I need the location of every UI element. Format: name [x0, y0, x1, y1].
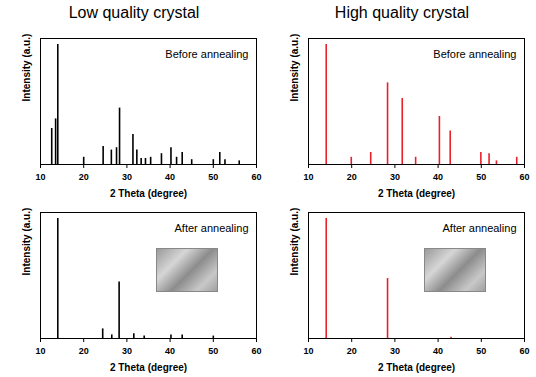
svg-text:40: 40: [433, 346, 443, 356]
svg-text:40: 40: [433, 172, 443, 182]
svg-text:20: 20: [79, 172, 89, 182]
svg-text:30: 30: [390, 172, 400, 182]
svg-text:20: 20: [347, 346, 357, 356]
html-text:Low quality crystal: Low quality crystal: [68, 4, 200, 21]
svg-text:Before annealing: Before annealing: [433, 48, 516, 60]
svg-text:20: 20: [347, 172, 357, 182]
svg-text:30: 30: [122, 346, 132, 356]
svg-text:10: 10: [303, 172, 313, 182]
svg-text:50: 50: [476, 172, 486, 182]
svg-text:Intensity (a.u.): Intensity (a.u.): [289, 208, 300, 276]
svg-text:Before annealing: Before annealing: [165, 48, 248, 60]
html-text:High quality crystal: High quality crystal: [334, 4, 470, 21]
svg-text:After annealing: After annealing: [175, 222, 249, 234]
svg-text:2 Theta (degree): 2 Theta (degree): [378, 188, 455, 199]
svg-text:After annealing: After annealing: [443, 222, 517, 234]
svg-text:2 Theta (degree): 2 Theta (degree): [110, 362, 187, 373]
svg-text:2 Theta (degree): 2 Theta (degree): [378, 362, 455, 373]
svg-text:50: 50: [208, 172, 218, 182]
svg-text:60: 60: [251, 172, 261, 182]
svg-text:50: 50: [208, 346, 218, 356]
svg-text:10: 10: [35, 346, 45, 356]
svg-text:40: 40: [165, 172, 175, 182]
svg-text:50: 50: [476, 346, 486, 356]
svg-text:Intensity (a.u.): Intensity (a.u.): [21, 34, 32, 102]
svg-text:60: 60: [251, 346, 261, 356]
svg-text:Intensity (a.u.): Intensity (a.u.): [289, 34, 300, 102]
svg-text:2 Theta (degree): 2 Theta (degree): [110, 188, 187, 199]
svg-text:10: 10: [303, 346, 313, 356]
svg-text:60: 60: [519, 346, 529, 356]
svg-text:30: 30: [390, 346, 400, 356]
svg-text:10: 10: [35, 172, 45, 182]
svg-text:60: 60: [519, 172, 529, 182]
svg-text:30: 30: [122, 172, 132, 182]
svg-text:40: 40: [165, 346, 175, 356]
svg-text:Intensity (a.u.): Intensity (a.u.): [21, 208, 32, 276]
svg-text:20: 20: [79, 346, 89, 356]
